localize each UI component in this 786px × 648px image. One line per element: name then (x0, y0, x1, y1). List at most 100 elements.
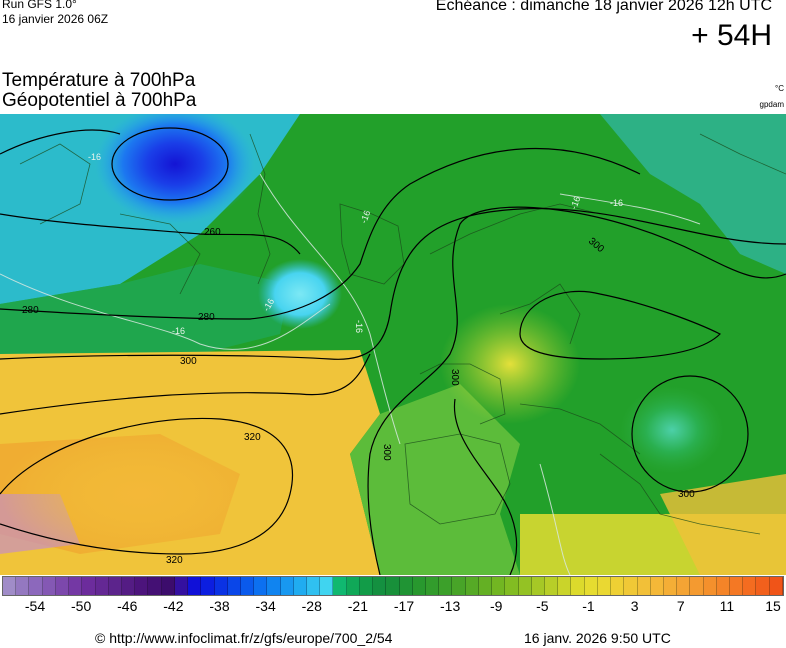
isohypse-label: 300 (381, 444, 392, 461)
colorbar-tick-label: -34 (255, 598, 276, 614)
colorbar-cell (518, 577, 532, 595)
colorbar-cell (663, 577, 678, 595)
colorbar-ticks: -54 -50 -46 -42 -38 -34 -28 -21 -17 -13 -9 -5 -1 3 7 11… (0, 598, 786, 620)
colorbar-cell (240, 577, 255, 595)
colorbar-cell (148, 577, 162, 595)
colorbar-cell (743, 577, 757, 595)
colorbar-cell (267, 577, 281, 595)
colorbar-cell (611, 577, 625, 595)
colorbar-cell (121, 577, 136, 595)
colorbar-cell (108, 577, 122, 595)
colorbar-cell (452, 577, 466, 595)
colorbar-tick-label: -42 (163, 598, 184, 614)
colorbar-cell (320, 577, 334, 595)
colorbar-cell (214, 577, 228, 595)
isotherm-label: -16 (358, 209, 372, 225)
colorbar-cell (254, 577, 268, 595)
colorbar-cell (439, 577, 453, 595)
colorbar-tick-label: -9 (490, 598, 503, 614)
colorbar-cell (716, 577, 731, 595)
colorbar-tick-label: -5 (536, 598, 549, 614)
cyan-core (258, 259, 342, 329)
isohypse-label: 300 (180, 356, 197, 367)
colorbar-cell (544, 577, 559, 595)
colorbar-cell (188, 577, 202, 595)
isohypse-label: 280 (198, 312, 215, 323)
colorbar-cell (465, 577, 479, 595)
colorbar-tick-label: -1 (582, 598, 595, 614)
isotherm-label: -16 (354, 320, 364, 333)
colorbar-tick-label: -17 (393, 598, 415, 614)
map-title-temperature: Température à 700hPa (2, 70, 196, 91)
generation-timestamp: 16 janv. 2026 9:50 UTC (524, 630, 671, 646)
colorbar-cell (386, 577, 400, 595)
isotherm-label: -16 (568, 195, 582, 211)
colorbar-cell (756, 577, 770, 595)
colorbar-cell (703, 577, 717, 595)
colorbar-cell (558, 577, 572, 595)
colorbar-cell (373, 577, 387, 595)
isohypse-label: 320 (166, 555, 183, 566)
unit-temperature: °C (775, 84, 784, 93)
colorbar-cell (95, 577, 109, 595)
colorbar-cell (135, 577, 149, 595)
colorbar-cell (426, 577, 440, 595)
isotherm-label: -16 (172, 326, 185, 336)
colorbar-cell (3, 577, 17, 595)
colorbar-cell (201, 577, 215, 595)
colorbar-tick-label: -50 (71, 598, 92, 614)
run-date: 16 janvier 2026 06Z (2, 12, 109, 26)
colorbar-cell (690, 577, 704, 595)
isohypse-label: 320 (244, 432, 261, 443)
colorbar-cell (307, 577, 321, 595)
weather-map: 260 280 280 300 320 320 300 300 300 300 … (0, 114, 786, 575)
isohypses (0, 127, 786, 575)
colorbar-cell (492, 577, 506, 595)
transition-region (0, 264, 290, 354)
colorbar-cell (571, 577, 585, 595)
isohypse-label: 300 (449, 369, 460, 386)
colorbar-cell (55, 577, 70, 595)
source-credit: © http://www.infoclimat.fr/z/gfs/europe/… (95, 630, 393, 646)
colorbar-cell (650, 577, 664, 595)
lead-time: + 54H (691, 19, 772, 52)
orange-core (0, 424, 280, 564)
colorbar-cell (677, 577, 691, 595)
colorbar-cell (412, 577, 426, 595)
iberia-region (350, 384, 520, 575)
colorbar-cell (637, 577, 651, 595)
run-label: Run GFS 1.0° (2, 0, 77, 11)
colorbar-tick-label: 7 (676, 598, 685, 614)
colorbar-tick-label: 15 (765, 598, 781, 614)
isotherm-label: -16 (88, 152, 101, 162)
colorbar-cell (505, 577, 519, 595)
colorbar-cell (399, 577, 413, 595)
colorbar-cell (730, 577, 744, 595)
colorbar-cell (29, 577, 43, 595)
colorbar-cell (478, 577, 493, 595)
colorbar-cell (227, 577, 241, 595)
isotherms (0, 173, 701, 575)
unit-geopotential: gpdam (759, 100, 784, 109)
colorbar-tick-label: -54 (24, 598, 46, 614)
temperature-colorbar (2, 576, 784, 596)
isohypse-label: 300 (678, 489, 695, 500)
colorbar-cell (16, 577, 30, 595)
colorbar-cell (333, 577, 347, 595)
colorbar-cell (597, 577, 612, 595)
isotherm-label: -16 (610, 198, 623, 208)
colorbar-tick-label: -38 (209, 598, 230, 614)
colorbar-cell (624, 577, 638, 595)
colorbar-cell (584, 577, 598, 595)
colorbar-cell (161, 577, 175, 595)
map-title-geopotential: Géopotentiel à 700hPa (2, 90, 197, 111)
cut-off-low-core (620, 386, 724, 474)
colorbar-tick-label: 11 (719, 598, 735, 614)
colorbar-cell (174, 577, 189, 595)
south-east-warm-region (660, 474, 786, 575)
forecast-valid-time: Echéance : dimanche 18 janvier 2026 12h … (435, 0, 772, 14)
isohypse-label: 260 (204, 227, 221, 238)
colorbar-tick-label: -46 (117, 598, 138, 614)
colorbar-tick-label: -13 (440, 598, 461, 614)
colorbar-cell (280, 577, 294, 595)
